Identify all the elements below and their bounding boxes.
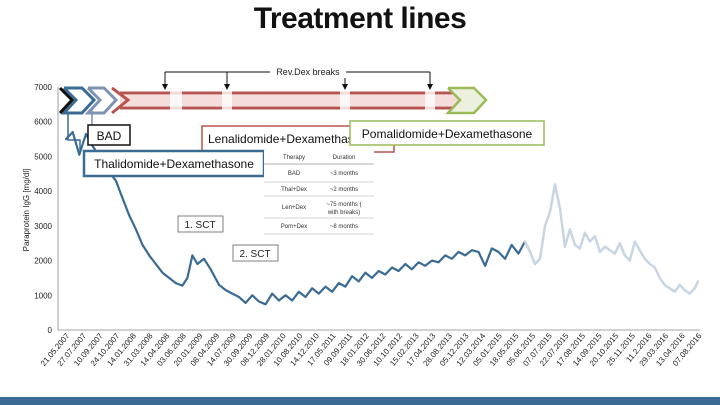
treatment-arrows — [58, 86, 488, 115]
table-cell: BAD — [288, 171, 301, 177]
table-cell: Pom+Dex — [281, 224, 308, 230]
y-tick-label: 6000 — [34, 118, 52, 127]
table-header-cell: Therapy — [283, 155, 305, 161]
bad-box: BAD — [87, 124, 131, 146]
sct2-box-label: 2. SCT — [239, 249, 270, 260]
table-cell: ~75 months (with breaks) — [326, 202, 361, 216]
bracket-arrowhead-3 — [342, 84, 348, 90]
pom-box: Pomalidomide+Dexamethasone — [349, 120, 545, 146]
pom-box-frame — [349, 120, 545, 146]
pom-arrow — [445, 86, 488, 115]
table-cell: ~2 months — [330, 187, 358, 193]
break-gap-1 — [170, 91, 182, 110]
y-axis-label: Paraprotein IgG [mg/dl] — [22, 169, 31, 252]
break-gap-4 — [425, 91, 435, 110]
table-cell: Thal+Dex — [281, 187, 307, 193]
series-group — [64, 131, 700, 306]
sct2-box-frame — [232, 244, 279, 262]
sct1-box: 1. SCT — [177, 215, 224, 233]
sct2-box: 2. SCT — [232, 244, 279, 262]
thal-box-label: Thalidomide+Dexamethasone — [94, 157, 254, 171]
thal-connector — [67, 112, 81, 150]
y-tick-label: 3000 — [34, 222, 52, 231]
bad-box-frame — [87, 124, 131, 146]
break-gap-2 — [222, 91, 232, 110]
sct1-box-label: 1. SCT — [184, 220, 215, 231]
rev-dex-breaks-bracket: Rev.Dex breaks — [162, 66, 433, 90]
bottom-bar — [0, 397, 720, 405]
sct1-box-frame — [177, 215, 224, 233]
len-arrow-tail — [111, 86, 131, 115]
y-tick-label: 2000 — [34, 257, 52, 266]
y-tick-label: 4000 — [34, 187, 52, 196]
pom-box-label: Pomalidomide+Dexamethasone — [362, 127, 533, 141]
table-cell: ~8 months — [330, 224, 358, 230]
thal-box-frame — [82, 149, 266, 178]
table-cell: ~3 months — [330, 171, 358, 177]
start-chevron — [58, 86, 75, 115]
len-arrow-band — [120, 95, 465, 106]
y-tick-label: 1000 — [34, 291, 52, 300]
bad-box-label: BAD — [97, 129, 122, 143]
y-tick-label: 7000 — [34, 83, 52, 92]
len-box-label: Lenalidomide+Dexamethasone — [208, 132, 374, 146]
bracket-arrowhead-2 — [224, 84, 230, 90]
bracket-arrowhead-4 — [427, 84, 433, 90]
faded-series-line — [523, 182, 700, 295]
therapy-duration-table: Therapy Duration BAD ~3 months Thal+Dex ~2 mo… — [264, 150, 374, 235]
bracket-label-bg — [270, 66, 346, 78]
table-cell: Len+Dex — [282, 205, 306, 211]
main-series-line — [64, 131, 527, 306]
rev-dex-breaks-label: Rev.Dex breaks — [276, 67, 340, 77]
y-tick-labels: 0 1000 2000 3000 4000 5000 6000 7000 — [34, 83, 52, 335]
bracket-arrowhead-1 — [162, 84, 168, 90]
break-gap-3 — [340, 91, 350, 110]
thal-arrow — [60, 86, 97, 115]
y-tick-label: 5000 — [34, 152, 52, 161]
y-tick-label: 0 — [48, 326, 53, 335]
slide-title: Treatment lines — [253, 2, 467, 35]
x-tick-labels: 21.05.200727.07.200710.09.200724.10.2007… — [39, 331, 704, 368]
bad-arrow — [84, 86, 119, 115]
thal-box: Thalidomide+Dexamethasone — [82, 149, 266, 178]
table-header-cell: Duration — [333, 155, 356, 161]
